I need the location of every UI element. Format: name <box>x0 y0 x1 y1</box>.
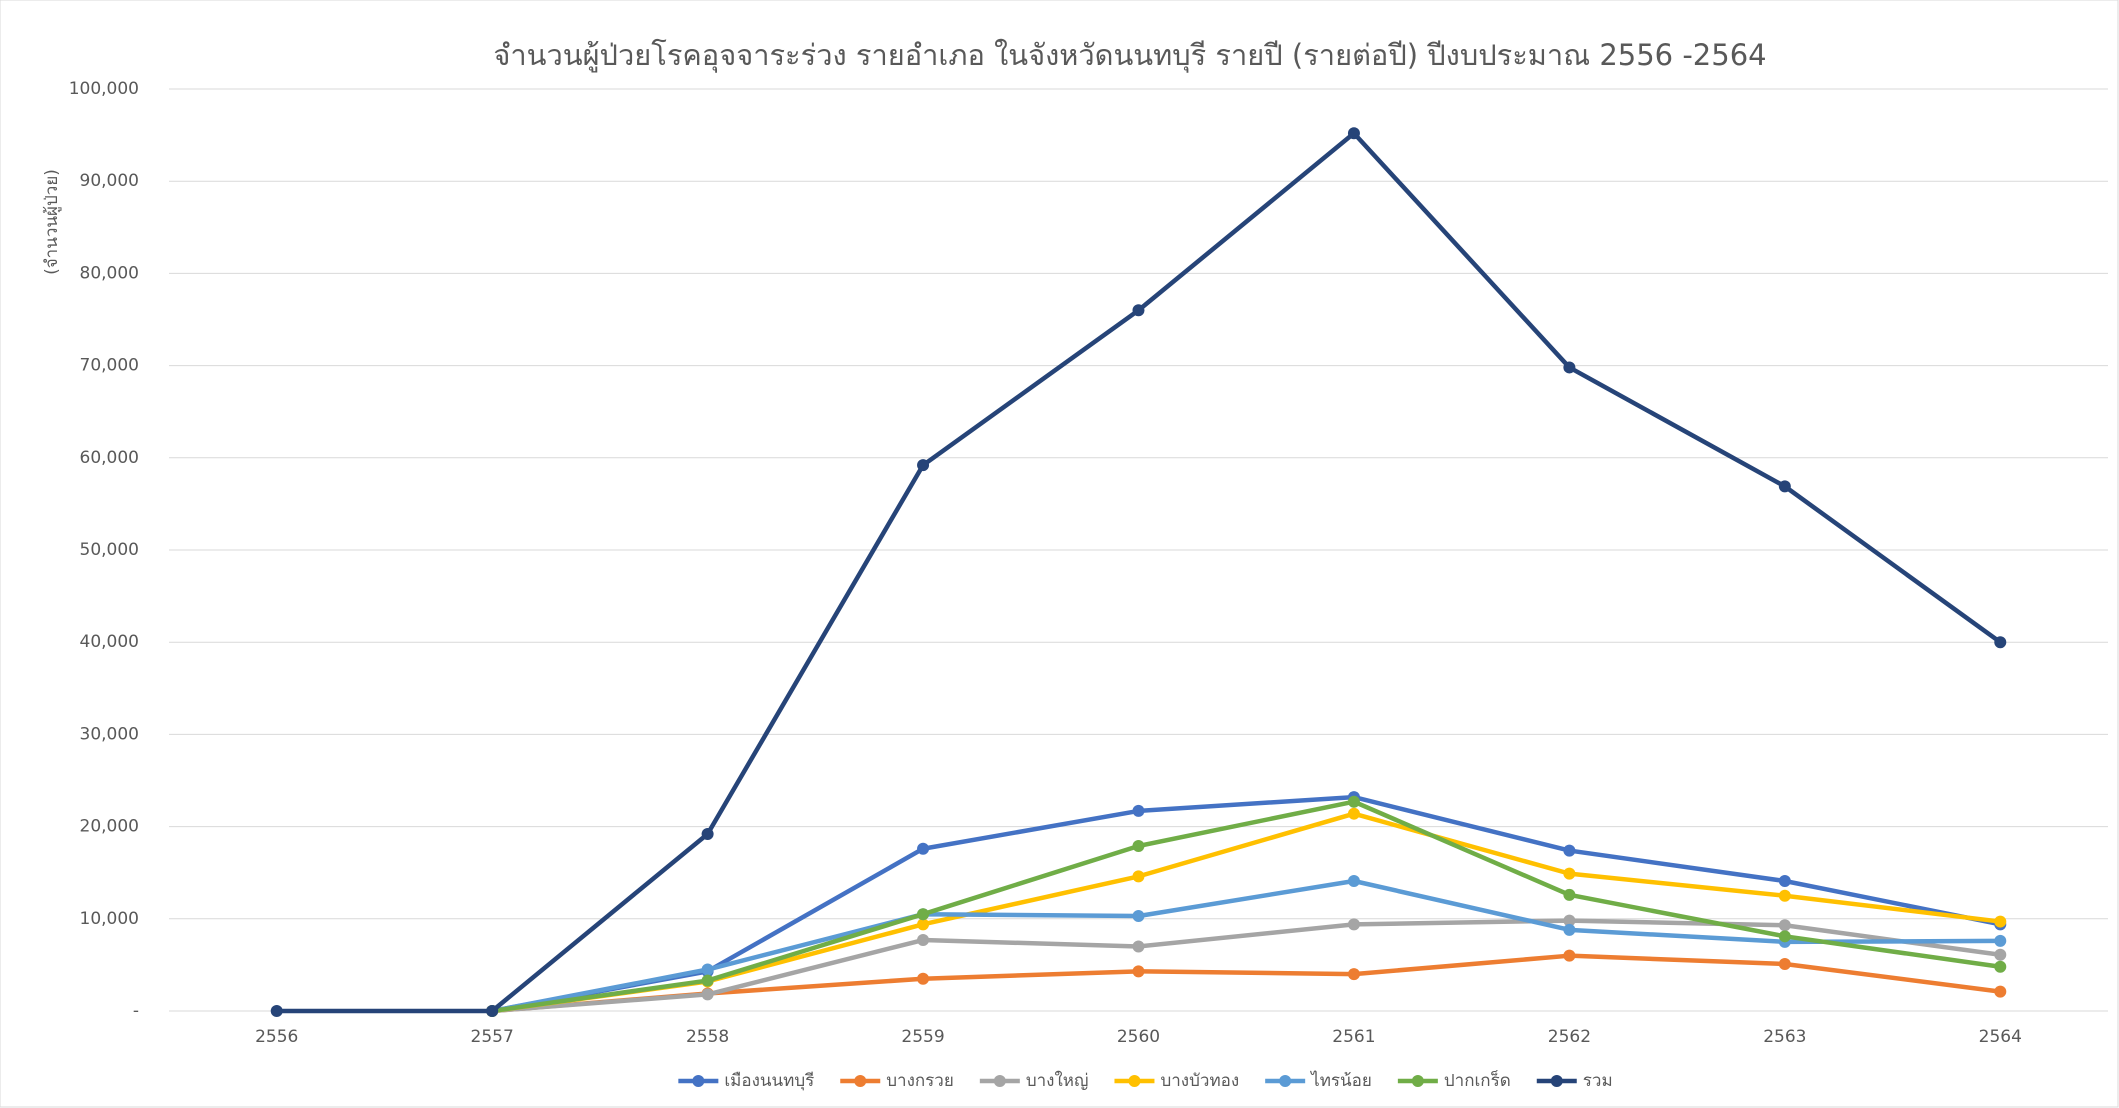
x-tick-label: 2563 <box>1763 1027 1806 1047</box>
y-tick-label: 100,000 <box>69 79 139 99</box>
data-point <box>1347 874 1360 887</box>
y-tick-label: 90,000 <box>80 171 139 191</box>
data-point <box>486 1005 499 1017</box>
legend-label: บางบัวทอง <box>1160 1071 1239 1091</box>
data-point <box>917 459 930 472</box>
data-point <box>917 934 930 947</box>
legend-swatch-dot <box>993 1075 1006 1087</box>
legend-swatch-dot <box>1128 1075 1141 1087</box>
legend-label: บางใหญ่ <box>1026 1070 1089 1091</box>
data-point <box>1778 919 1791 932</box>
data-point <box>1994 948 2007 961</box>
data-point <box>701 974 714 987</box>
y-axis-label: (จำนวนผู้ป่วย) <box>42 169 62 275</box>
y-tick-label: 30,000 <box>80 724 139 744</box>
data-point <box>1347 795 1360 808</box>
legend-label: เมืองนนทบุรี <box>724 1071 814 1091</box>
y-tick-label: 50,000 <box>80 540 139 560</box>
data-point <box>1778 874 1791 887</box>
data-point <box>1778 480 1791 493</box>
x-tick-label: 2558 <box>686 1027 729 1047</box>
x-tick-label: 2559 <box>901 1027 944 1047</box>
series-line <box>491 918 2001 1014</box>
data-point <box>1994 960 2007 973</box>
x-tick-label: 2560 <box>1117 1027 1160 1047</box>
y-tick-label: 60,000 <box>80 448 139 468</box>
data-point <box>1132 910 1145 923</box>
data-point <box>917 842 930 855</box>
y-tick-label: 40,000 <box>80 632 139 652</box>
data-point <box>1347 918 1360 931</box>
data-point <box>1994 985 2007 998</box>
series-line <box>491 953 2001 1014</box>
x-tick-label: 2556 <box>255 1027 298 1047</box>
data-point <box>1563 867 1576 880</box>
data-point <box>1778 889 1791 902</box>
data-point <box>1347 127 1360 140</box>
y-tick-label: 80,000 <box>80 263 139 283</box>
data-point <box>1132 804 1145 817</box>
data-point <box>270 1005 283 1017</box>
legend-swatch-dot <box>1411 1075 1424 1087</box>
data-point <box>1563 914 1576 927</box>
data-point <box>1778 930 1791 943</box>
data-point <box>701 988 714 1001</box>
data-point <box>1778 957 1791 970</box>
data-point <box>1347 968 1360 981</box>
data-point <box>1347 807 1360 820</box>
data-point <box>701 963 714 976</box>
data-point <box>1563 949 1576 962</box>
series-line <box>491 794 2001 1014</box>
data-point <box>1132 839 1145 852</box>
data-point <box>917 908 930 921</box>
data-point <box>1132 870 1145 883</box>
legend-label: ไทรน้อย <box>1309 1070 1372 1091</box>
series-line <box>491 799 2001 1014</box>
y-tick-label: - <box>133 1001 139 1021</box>
x-tick-label: 2562 <box>1548 1027 1591 1047</box>
data-point <box>1994 934 2007 947</box>
y-tick-label: 70,000 <box>80 356 139 376</box>
data-point <box>1563 844 1576 857</box>
data-point <box>917 972 930 985</box>
data-point <box>1132 965 1145 978</box>
legend-swatch-dot <box>1550 1075 1563 1087</box>
series-line <box>491 878 2001 1014</box>
data-point <box>1994 636 2007 649</box>
legend-swatch-dot <box>692 1075 705 1087</box>
y-tick-label: 20,000 <box>80 817 139 837</box>
x-tick-label: 2557 <box>471 1027 514 1047</box>
legend-swatch-dot <box>854 1075 867 1087</box>
data-point <box>1563 888 1576 901</box>
x-tick-label: 2561 <box>1332 1027 1375 1047</box>
data-point <box>1563 361 1576 374</box>
y-tick-label: 10,000 <box>80 909 139 929</box>
data-point <box>701 827 714 840</box>
legend-label: บางกรวย <box>886 1071 954 1091</box>
legend-label: รวม <box>1583 1071 1613 1091</box>
data-point <box>1132 940 1145 953</box>
legend-swatch-dot <box>1279 1075 1292 1087</box>
data-point <box>1994 915 2007 928</box>
chart-title: จำนวนผู้ป่วยโรคอุจจาระร่วง รายอำเภอ ในจั… <box>493 38 1766 73</box>
x-tick-label: 2564 <box>1979 1027 2022 1047</box>
legend-label: ปากเกร็ด <box>1444 1069 1511 1091</box>
data-point <box>1563 923 1576 936</box>
series-line <box>491 811 2001 1014</box>
data-point <box>1132 304 1145 317</box>
data-point <box>917 918 930 931</box>
